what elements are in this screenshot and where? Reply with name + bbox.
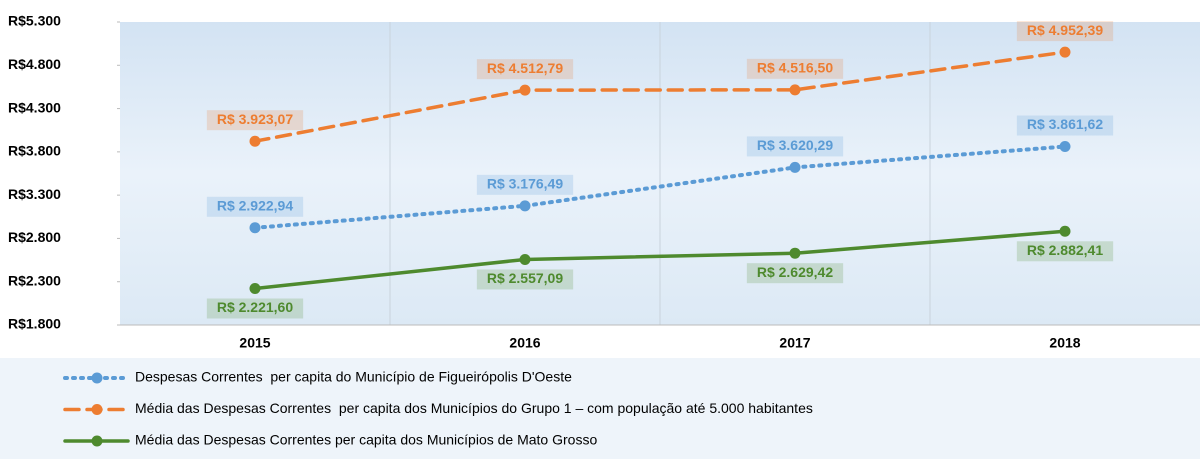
- series-line: [253, 144, 1067, 230]
- data-label-box: [1016, 21, 1114, 42]
- data-point: [1059, 141, 1071, 153]
- data-label-box: [1016, 115, 1114, 136]
- data-label-box: [206, 196, 304, 217]
- data-label-box: [746, 136, 844, 157]
- legend-marker: [91, 372, 103, 384]
- legend-label: Média das Despesas Correntes per capita …: [135, 432, 597, 448]
- data-point: [519, 84, 531, 96]
- series-line: [253, 50, 1067, 143]
- data-label-box: [746, 263, 844, 284]
- legend-area: [0, 358, 1200, 459]
- x-tick-label: 2016: [509, 335, 540, 351]
- legend-label: Despesas Correntes per capita do Municíp…: [135, 369, 572, 385]
- data-label-box: [476, 59, 574, 80]
- y-tick-label: R$2.800: [8, 229, 61, 245]
- legend-marker: [91, 435, 103, 447]
- data-point: [1059, 225, 1071, 237]
- legend-marker: [91, 404, 103, 415]
- data-point: [789, 84, 801, 96]
- y-tick-label: R$4.800: [8, 56, 61, 72]
- y-tick-label: R$2.300: [8, 272, 61, 288]
- y-tick-label: R$3.300: [8, 186, 61, 202]
- y-tick-label: R$4.300: [8, 99, 61, 115]
- y-tick-label: R$5.300: [8, 13, 61, 29]
- data-label: R$ 3.923,07: [217, 111, 293, 127]
- data-label-box: [1016, 241, 1114, 262]
- data-point: [249, 135, 261, 147]
- series-line: [253, 229, 1067, 291]
- data-label: R$ 2.221,60: [217, 299, 293, 315]
- data-label: R$ 2.882,41: [1027, 242, 1103, 258]
- data-label-box: [746, 58, 844, 79]
- y-tick-label: R$3.800: [8, 143, 61, 159]
- data-label-box: [206, 298, 304, 319]
- y-tick-label: R$1.800: [8, 316, 61, 332]
- data-label: R$ 4.512,79: [487, 60, 563, 76]
- data-point: [789, 161, 801, 173]
- data-label: R$ 2.922,94: [217, 197, 293, 213]
- data-label: R$ 4.952,39: [1027, 22, 1103, 38]
- data-label: R$ 3.620,29: [757, 137, 833, 153]
- data-label-box: [206, 110, 304, 131]
- data-label: R$ 4.516,50: [757, 60, 833, 76]
- x-tick-label: 2015: [239, 335, 270, 351]
- data-point: [789, 247, 801, 259]
- data-label-box: [476, 174, 574, 195]
- data-label: R$ 3.176,49: [487, 176, 563, 192]
- x-tick-label: 2017: [779, 335, 810, 351]
- data-point: [519, 200, 531, 212]
- data-label: R$ 2.629,42: [757, 264, 833, 280]
- x-tick-label: 2018: [1049, 335, 1080, 351]
- data-label: R$ 3.861,62: [1027, 116, 1103, 132]
- data-point: [249, 283, 261, 295]
- data-point: [1059, 46, 1071, 58]
- data-label: R$ 2.557,09: [487, 270, 563, 286]
- legend-label: Média das Despesas Correntes per capita …: [135, 400, 813, 416]
- data-point: [519, 253, 531, 265]
- data-point: [249, 222, 261, 234]
- data-label-box: [476, 269, 574, 290]
